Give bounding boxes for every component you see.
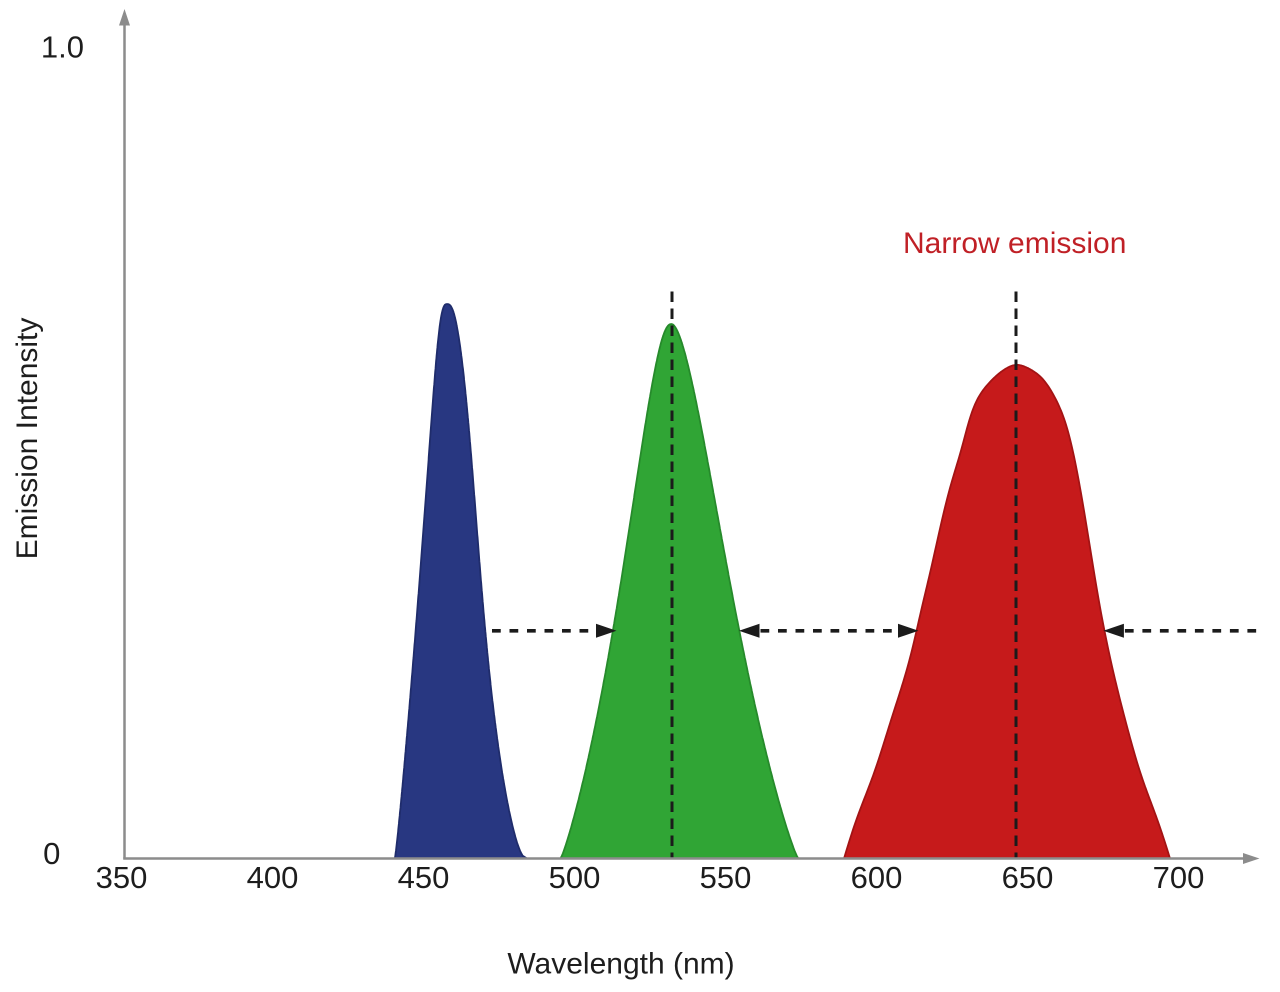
svg-text:Emission Intensity: Emission Intensity — [11, 318, 44, 560]
svg-text:400: 400 — [247, 860, 299, 895]
svg-text:450: 450 — [398, 860, 450, 895]
svg-text:500: 500 — [549, 860, 601, 895]
svg-text:Narrow emission: Narrow emission — [903, 227, 1126, 260]
svg-text:Wavelength (nm): Wavelength (nm) — [507, 948, 734, 981]
svg-text:550: 550 — [700, 860, 752, 895]
svg-text:1.0: 1.0 — [41, 30, 84, 65]
svg-text:650: 650 — [1002, 860, 1054, 895]
svg-text:350: 350 — [96, 860, 148, 895]
svg-text:0: 0 — [43, 836, 60, 871]
svg-text:700: 700 — [1153, 860, 1205, 895]
svg-text:600: 600 — [851, 860, 903, 895]
